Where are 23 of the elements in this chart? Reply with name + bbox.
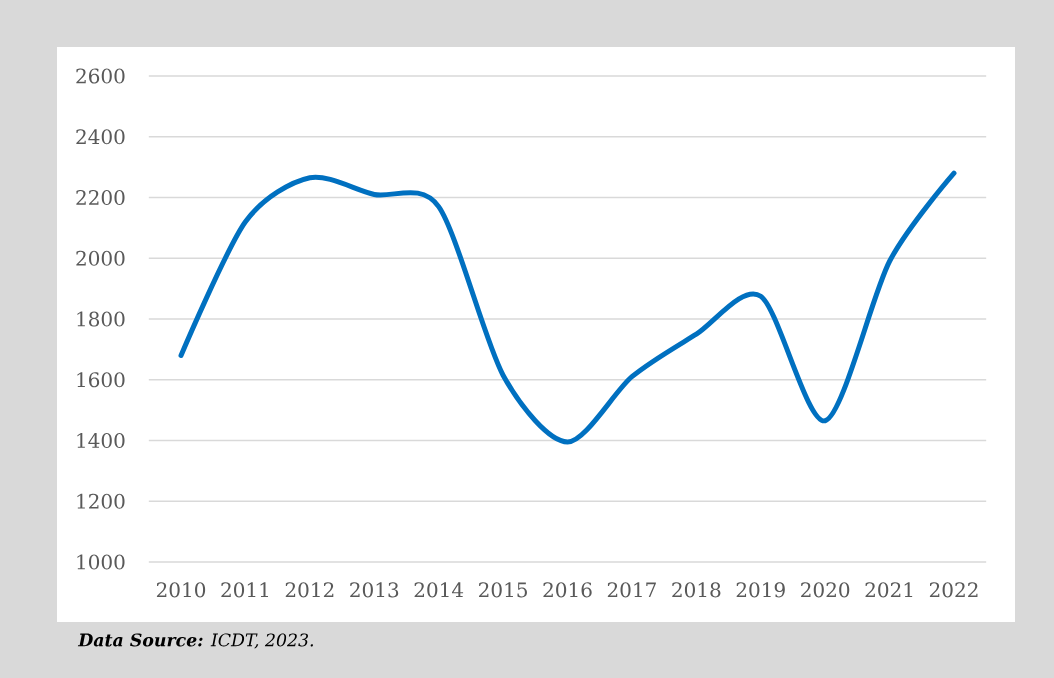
y-tick-label: 2000 — [76, 250, 125, 266]
y-tick-label: 1800 — [77, 311, 125, 327]
x-tick-label: 2016 — [543, 582, 592, 598]
y-tick-label: 2400 — [76, 129, 125, 145]
y-tick-label: 2200 — [76, 189, 125, 206]
text: Data Source: ICDT, 2023. — [77, 633, 313, 649]
y-tick-label: 1200 — [77, 493, 125, 509]
x-tick-label: 2022 — [929, 582, 978, 598]
y-tick-label: 1400 — [77, 432, 125, 449]
y-tick-label: 1000 — [77, 554, 125, 570]
x-tick-label: 2011 — [221, 582, 269, 598]
x-tick-label: 2013 — [350, 582, 399, 598]
y-tick-label: 1600 — [77, 372, 125, 388]
x-tick-label: 2012 — [285, 582, 334, 598]
x-tick-label: 2021 — [865, 582, 913, 598]
y-tick-label: 2600 — [76, 68, 125, 84]
x-tick-label: 2017 — [607, 582, 656, 598]
x-tick-label: 2010 — [156, 582, 206, 598]
x-tick-label: 2020 — [801, 582, 850, 598]
x-tick-label: 2019 — [736, 582, 785, 598]
x-tick-label: 2018 — [672, 582, 721, 598]
x-tick-label: 2015 — [479, 582, 527, 598]
x-tick-label: 2014 — [414, 582, 464, 598]
